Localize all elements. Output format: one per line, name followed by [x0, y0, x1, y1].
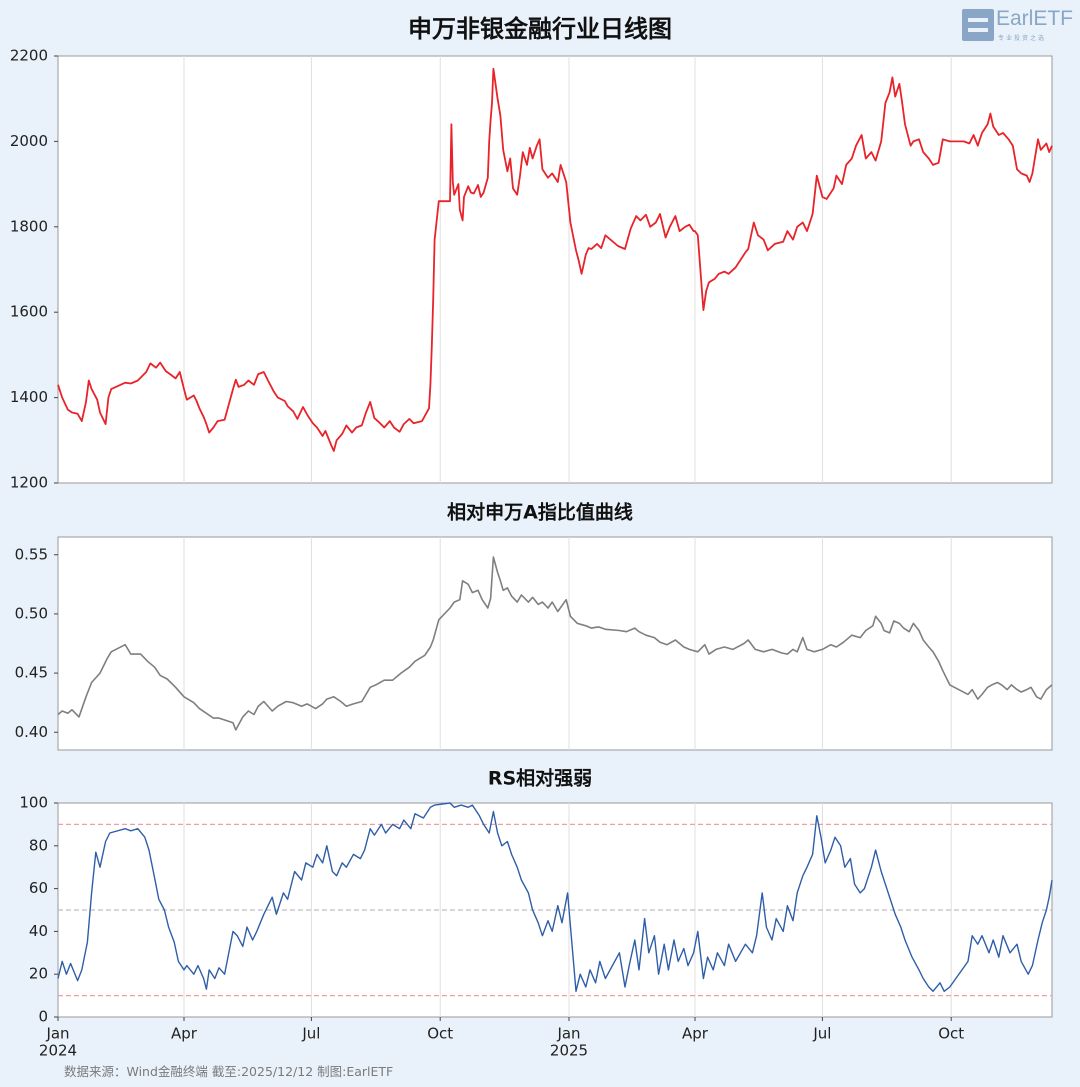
series-line [57, 802, 1053, 992]
y-tick-label: 2000 [10, 132, 48, 150]
y-tick-label: 0.50 [15, 604, 48, 622]
y-tick-label: 1800 [10, 217, 48, 235]
panel-title: 相对申万A指比值曲线 [447, 501, 633, 524]
panel-1: 申万非银金融行业日线图 1200 1400 1600 1800 2000 2200 [10, 15, 1053, 492]
x-tick-label: Oct [938, 1025, 964, 1043]
x-tick-label: Oct [427, 1025, 453, 1043]
x-tick-label: Jan [45, 1025, 69, 1043]
x-tick-label: Jan [556, 1025, 580, 1043]
logo-subtitle: 专业投资之选 [998, 35, 1047, 42]
plot-area [57, 536, 1053, 751]
y-tick-label: 0 [38, 1008, 48, 1026]
y-tick-label: 1400 [10, 388, 48, 406]
y-tick-label: 1200 [10, 474, 48, 492]
x-tick-year-label: 2024 [39, 1042, 77, 1060]
logo-mark-icon [962, 9, 994, 41]
y-tick-label: 1600 [10, 303, 48, 321]
y-tick-label: 2200 [10, 47, 48, 65]
y-tick-label: 40 [29, 922, 48, 940]
x-tick-label: Apr [682, 1025, 709, 1043]
series-line [57, 67, 1053, 452]
panel-title: RS相对强弱 [488, 767, 592, 790]
y-tick-label: 0.40 [15, 723, 48, 741]
y-tick-label: 20 [29, 965, 48, 983]
plot-area [57, 55, 1053, 484]
y-tick-label: 100 [19, 794, 48, 812]
x-tick-label: Jul [301, 1025, 320, 1043]
x-tick-label: Apr [171, 1025, 198, 1043]
x-tick-label: Jul [812, 1025, 831, 1043]
y-tick-label: 80 [29, 836, 48, 854]
logo-text: EarlETF [996, 7, 1074, 30]
panel-3: RS相对强弱 0 20 40 60 80 100 [19, 767, 1053, 1026]
y-tick-label: 60 [29, 879, 48, 897]
y-tick-label: 0.55 [15, 545, 48, 563]
panel-2: 相对申万A指比值曲线 0.40 0.45 0.50 0.55 [15, 501, 1053, 751]
panel-title: 申万非银金融行业日线图 [408, 15, 672, 43]
footer-source-note: 数据来源：Wind金融终端 截至:2025/12/12 制图:EarlETF [64, 1064, 394, 1079]
earletf-logo: EarlETF 专业投资之选 [962, 7, 1080, 45]
x-tick-year-label: 2025 [550, 1042, 588, 1060]
y-tick-label: 0.45 [15, 664, 48, 682]
series-line [57, 556, 1053, 731]
